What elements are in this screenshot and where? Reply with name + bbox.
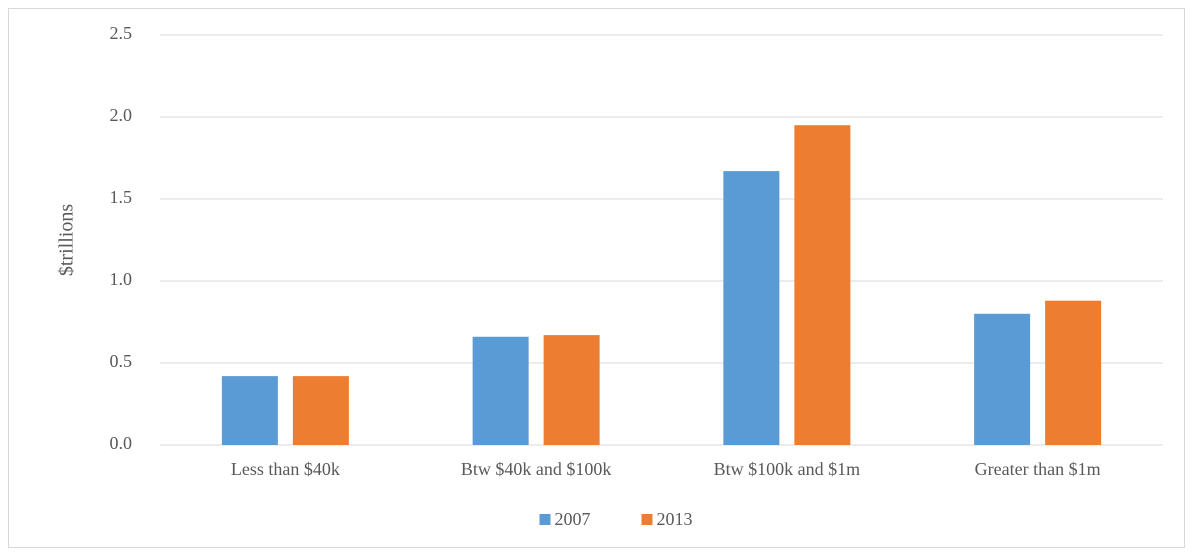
y-tick-label: 2.5 xyxy=(110,23,133,43)
chart-border xyxy=(8,8,1185,548)
y-tick-label: 2.0 xyxy=(110,105,133,125)
y-axis-title: $trillions xyxy=(56,204,78,276)
y-tick-label: 0.0 xyxy=(110,433,133,453)
x-tick-label: Greater than $1m xyxy=(975,459,1101,479)
bar xyxy=(543,335,600,445)
bar xyxy=(472,336,529,445)
x-tick-label: Less than $40k xyxy=(231,459,340,479)
y-tick-label: 0.5 xyxy=(110,351,133,371)
x-tick-label: Btw $100k and $1m xyxy=(714,459,861,479)
bar xyxy=(723,171,780,445)
bar xyxy=(221,376,278,445)
x-tick-label: Btw $40k and $100k xyxy=(461,459,612,479)
bar xyxy=(1045,300,1102,445)
legend-swatch xyxy=(641,514,653,525)
bar xyxy=(794,125,851,445)
bar xyxy=(292,376,349,445)
y-tick-label: 1.5 xyxy=(110,187,133,207)
y-tick-label: 1.0 xyxy=(110,269,133,289)
bar xyxy=(974,313,1031,445)
legend-label: 2007 xyxy=(555,509,591,529)
legend-swatch xyxy=(539,514,551,525)
legend-label: 2013 xyxy=(657,509,693,529)
